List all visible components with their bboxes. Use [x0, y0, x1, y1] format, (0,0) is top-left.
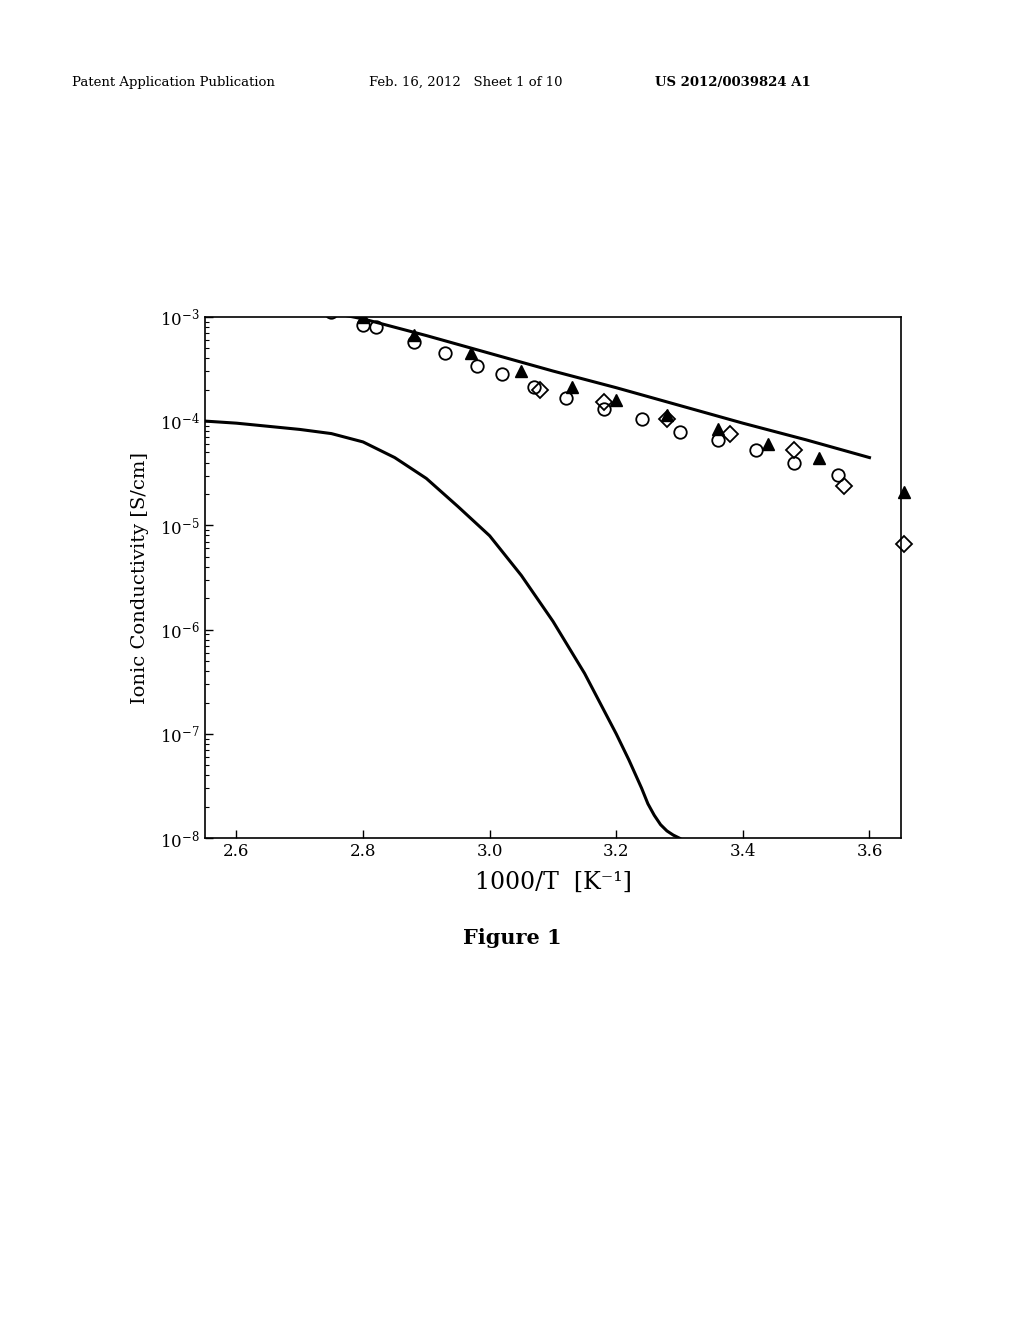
X-axis label: 1000/T  [K⁻¹]: 1000/T [K⁻¹] [474, 871, 632, 894]
Text: US 2012/0039824 A1: US 2012/0039824 A1 [655, 75, 811, 88]
Text: Patent Application Publication: Patent Application Publication [72, 75, 274, 88]
Text: Feb. 16, 2012   Sheet 1 of 10: Feb. 16, 2012 Sheet 1 of 10 [369, 75, 562, 88]
Y-axis label: Ionic Conductivity [S/cm]: Ionic Conductivity [S/cm] [131, 451, 150, 704]
Text: Figure 1: Figure 1 [463, 928, 561, 948]
